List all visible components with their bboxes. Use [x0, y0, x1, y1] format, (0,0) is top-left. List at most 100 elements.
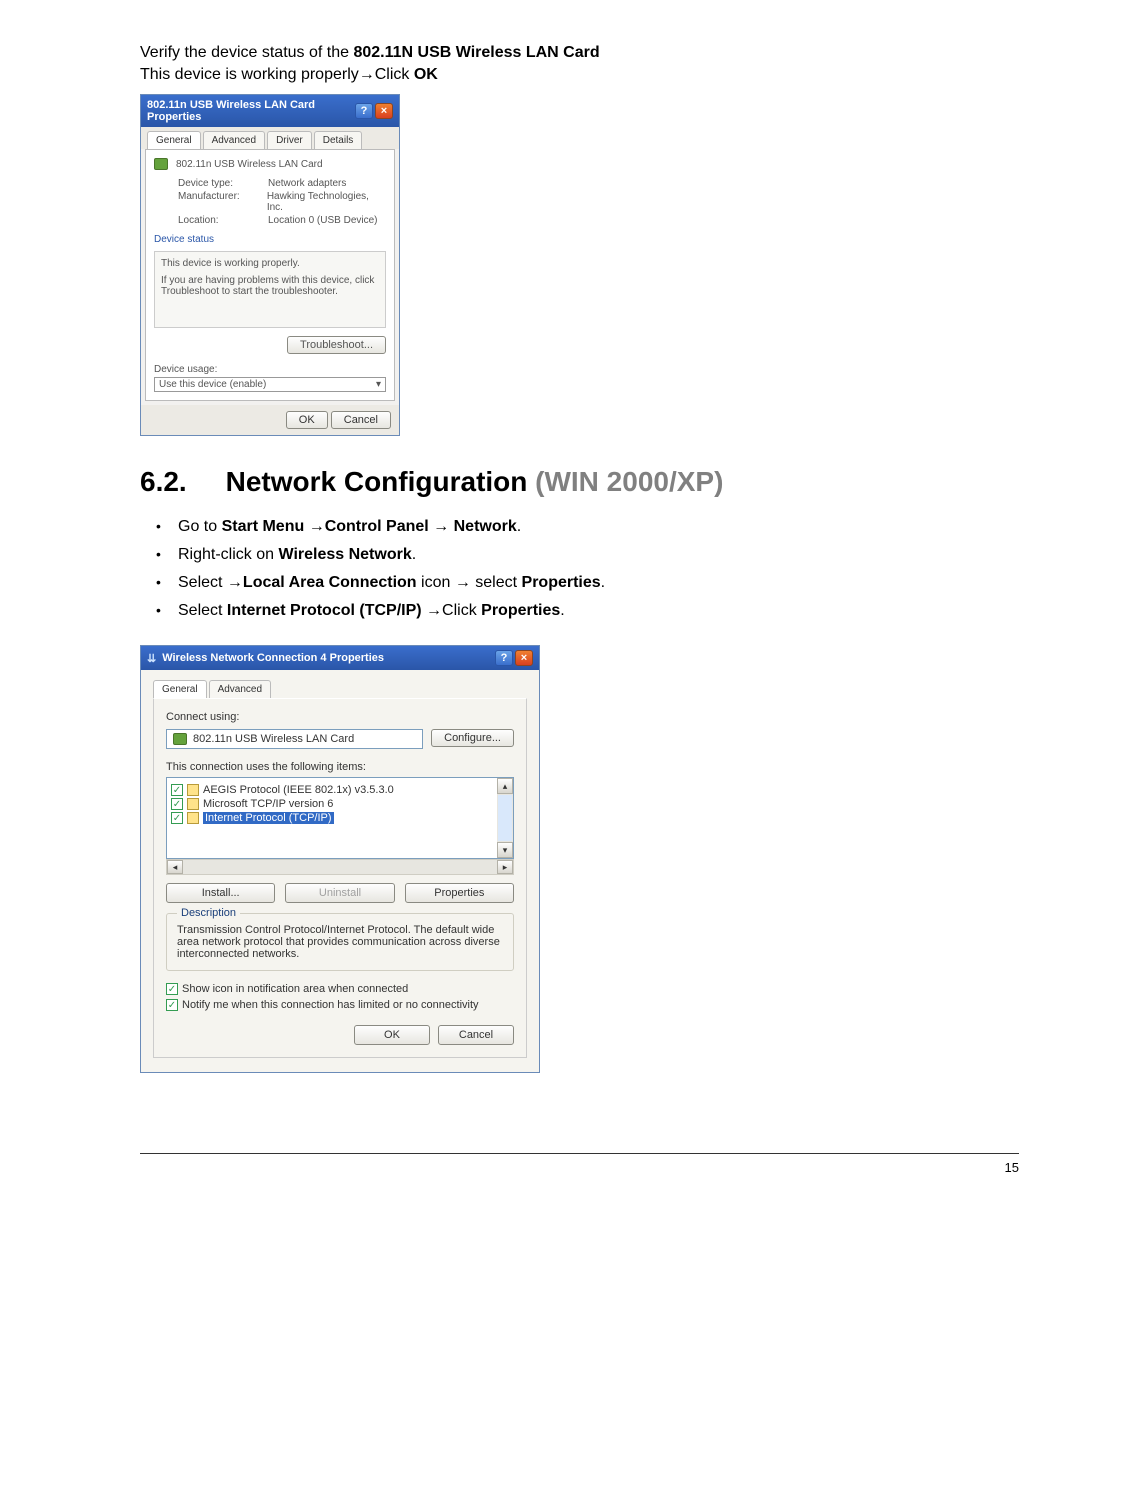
device-usage-select[interactable]: Use this device (enable) ▾ [154, 377, 386, 392]
intro-text: Verify the device status of the [140, 44, 353, 61]
intro-ok: OK [414, 66, 438, 83]
list-item: Right-click on Wireless Network. [150, 546, 1019, 564]
arrow-icon: → [426, 602, 442, 619]
text: Select [178, 602, 227, 619]
bold-text: Properties [481, 602, 560, 619]
text: . [517, 518, 521, 535]
list-item: Select Internet Protocol (TCP/IP) →Click… [150, 602, 1019, 620]
protocol-item[interactable]: ✓Internet Protocol (TCP/IP) [171, 812, 493, 824]
tab-general[interactable]: General [153, 680, 207, 698]
uninstall-button: Uninstall [285, 883, 394, 903]
protocol-icon [187, 784, 199, 796]
properties-button[interactable]: Properties [405, 883, 514, 903]
info-value: Network adapters [268, 178, 346, 189]
page-footer: 15 [140, 1153, 1019, 1175]
protocol-label: Microsoft TCP/IP version 6 [203, 798, 333, 810]
adapter-icon [154, 158, 168, 170]
description-group: Description Transmission Control Protoco… [166, 913, 514, 971]
text: Right-click on [178, 546, 278, 563]
instruction-list: Go to Start Menu →Control Panel → Networ… [150, 518, 1019, 620]
tab-general[interactable]: General [147, 131, 201, 149]
adapter-name: 802.11n USB Wireless LAN Card [193, 733, 354, 745]
scroll-left-icon[interactable]: ◂ [167, 860, 183, 874]
troubleshoot-button[interactable]: Troubleshoot... [287, 336, 386, 354]
arrow-icon: → [359, 66, 375, 83]
bold-text: Local Area Connection [243, 574, 417, 591]
ok-button[interactable]: OK [286, 411, 328, 429]
info-label: Location: [178, 215, 258, 226]
help-icon[interactable]: ? [355, 103, 373, 119]
adapter-icon [173, 733, 187, 745]
items-label: This connection uses the following items… [166, 761, 514, 773]
tab-details[interactable]: Details [314, 131, 363, 149]
help-icon[interactable]: ? [495, 650, 513, 666]
device-name: 802.11n USB Wireless LAN Card [176, 159, 323, 170]
close-icon[interactable]: × [375, 103, 393, 119]
configure-button[interactable]: Configure... [431, 729, 514, 747]
intro-text: Click [375, 66, 414, 83]
info-value: Hawking Technologies, Inc. [267, 191, 386, 213]
arrow-icon: → [309, 518, 325, 535]
item-checkbox[interactable]: ✓ [171, 798, 183, 810]
device-info-row: Location:Location 0 (USB Device) [178, 215, 386, 226]
show-icon-checkbox[interactable]: ✓ [166, 983, 178, 995]
scroll-up-icon[interactable]: ▴ [497, 778, 513, 794]
scroll-right-icon[interactable]: ▸ [497, 860, 513, 874]
device-info-row: Device type: Network adapters [178, 178, 386, 189]
scroll-down-icon[interactable]: ▾ [497, 842, 513, 858]
bold-text: Control Panel [325, 518, 433, 535]
item-checkbox[interactable]: ✓ [171, 812, 183, 824]
text: select [471, 574, 522, 591]
connection-icon: ⇊ [147, 652, 156, 665]
notify-checkbox[interactable]: ✓ [166, 999, 178, 1011]
bold-text: Network [454, 518, 517, 535]
text: Click [442, 602, 481, 619]
device-usage-value: Use this device (enable) [159, 379, 266, 390]
tabs: GeneralAdvanced [153, 680, 527, 698]
info-label: Device type: [178, 178, 258, 189]
page-number: 15 [1005, 1160, 1019, 1175]
connection-properties-screenshot: ⇊ Wireless Network Connection 4 Properti… [140, 645, 1019, 1073]
device-usage-label: Device usage: [154, 364, 386, 375]
ok-button[interactable]: OK [354, 1025, 430, 1045]
cancel-button[interactable]: Cancel [438, 1025, 514, 1045]
cancel-button[interactable]: Cancel [331, 411, 391, 429]
connect-using-label: Connect using: [166, 711, 514, 723]
text: Go to [178, 518, 222, 535]
intro-bold: 802.11N USB Wireless LAN Card [353, 44, 599, 61]
protocol-item[interactable]: ✓ AEGIS Protocol (IEEE 802.1x) v3.5.3.0 [171, 784, 493, 796]
notify-label: Notify me when this connection has limit… [182, 999, 479, 1011]
item-checkbox[interactable]: ✓ [171, 784, 183, 796]
bold-text: Start Menu [222, 518, 309, 535]
tab-advanced[interactable]: Advanced [203, 131, 265, 149]
tab-driver[interactable]: Driver [267, 131, 312, 149]
protocol-label: AEGIS Protocol (IEEE 802.1x) v3.5.3.0 [203, 784, 394, 796]
list-item: Go to Start Menu →Control Panel → Networ… [150, 518, 1019, 536]
text: icon [417, 574, 455, 591]
adapter-field: 802.11n USB Wireless LAN Card [166, 729, 423, 749]
protocol-items-list[interactable]: ✓ AEGIS Protocol (IEEE 802.1x) v3.5.3.0 ✓ M… [166, 777, 514, 859]
section-heading: 6.2. Network Configuration (WIN 2000/XP) [140, 466, 1019, 498]
bold-text: Properties [522, 574, 601, 591]
device-status-heading: Device status [154, 234, 386, 245]
device-info-row: Manufacturer:Hawking Technologies, Inc. [178, 191, 386, 213]
close-icon[interactable]: × [515, 650, 533, 666]
section-subtitle: (WIN 2000/XP) [527, 466, 723, 497]
text: . [412, 546, 416, 563]
tab-advanced[interactable]: Advanced [209, 680, 271, 698]
scrollbar-vertical[interactable]: ▴ ▾ [497, 778, 513, 858]
scrollbar-horizontal[interactable]: ◂ ▸ [166, 859, 514, 875]
show-icon-label: Show icon in notification area when conn… [182, 983, 408, 995]
text: Select [178, 574, 227, 591]
device-status-box: This device is working properly. If you … [154, 251, 386, 328]
install-button[interactable]: Install... [166, 883, 275, 903]
protocol-item[interactable]: ✓ Microsoft TCP/IP version 6 [171, 798, 493, 810]
section-number: 6.2. [140, 466, 187, 497]
tabs: GeneralAdvancedDriverDetails [141, 127, 399, 149]
arrow-icon: → [227, 574, 243, 591]
chevron-down-icon: ▾ [376, 379, 381, 390]
protocol-icon [187, 798, 199, 810]
list-item: Select →Local Area Connection icon → sel… [150, 574, 1019, 592]
bold-text: Internet Protocol (TCP/IP) [227, 602, 426, 619]
bold-text: Wireless Network [278, 546, 411, 563]
